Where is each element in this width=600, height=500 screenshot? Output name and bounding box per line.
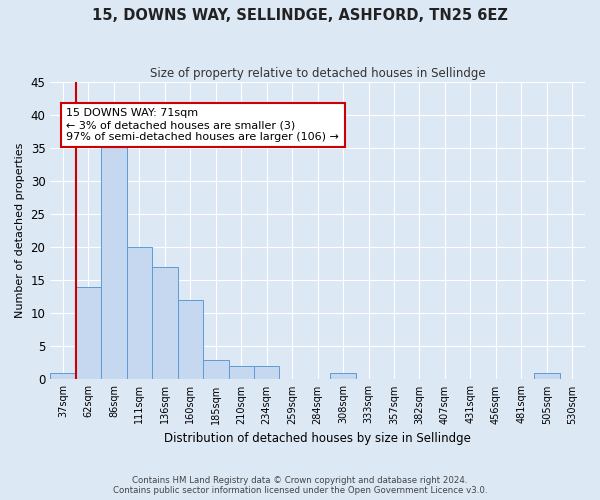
X-axis label: Distribution of detached houses by size in Sellindge: Distribution of detached houses by size … (164, 432, 471, 445)
Text: 15, DOWNS WAY, SELLINDGE, ASHFORD, TN25 6EZ: 15, DOWNS WAY, SELLINDGE, ASHFORD, TN25 … (92, 8, 508, 22)
Bar (152, 267, 178, 380)
Bar (127, 247, 152, 380)
Bar (229, 366, 254, 380)
Bar (50, 373, 76, 380)
Y-axis label: Number of detached properties: Number of detached properties (15, 143, 25, 318)
Bar (101, 134, 127, 380)
Bar (331, 373, 356, 380)
Text: Contains HM Land Registry data © Crown copyright and database right 2024.
Contai: Contains HM Land Registry data © Crown c… (113, 476, 487, 495)
Bar (178, 300, 203, 380)
Bar (76, 287, 101, 380)
Bar (254, 366, 280, 380)
Bar (534, 373, 560, 380)
Bar (203, 360, 229, 380)
Text: 15 DOWNS WAY: 71sqm
← 3% of detached houses are smaller (3)
97% of semi-detached: 15 DOWNS WAY: 71sqm ← 3% of detached hou… (67, 108, 339, 142)
Title: Size of property relative to detached houses in Sellindge: Size of property relative to detached ho… (150, 68, 485, 80)
